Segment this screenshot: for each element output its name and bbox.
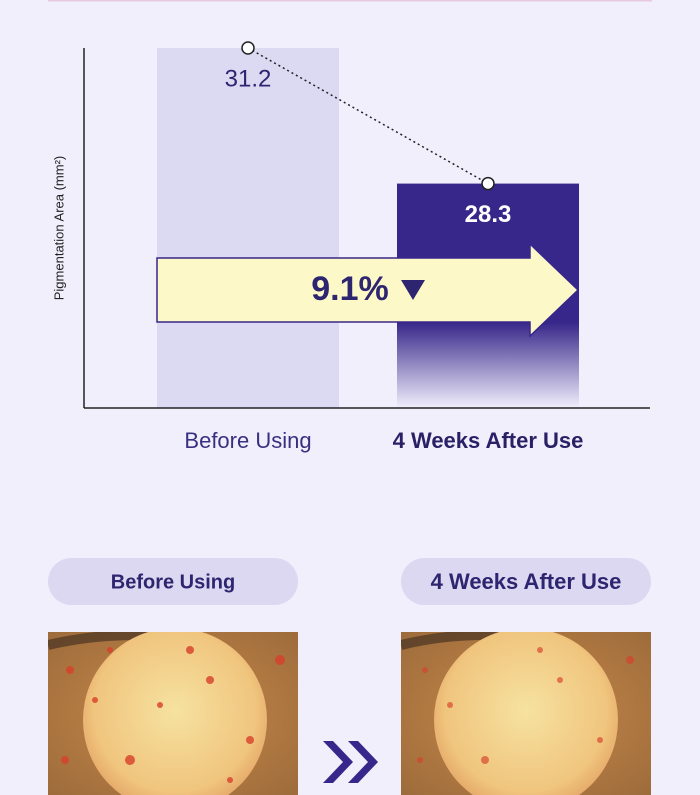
skin-photo-before	[48, 632, 298, 795]
pill	[401, 558, 651, 605]
pill-label: Before Using	[111, 571, 235, 593]
trend-line	[247, 47, 489, 185]
change-arrow	[156, 242, 580, 338]
annotation: 9.1%	[311, 270, 389, 308]
plot: 31.2 Before Using 28.3 4 Weeks After Use 9.1…	[83, 41, 650, 453]
x-tick-label: 4 Weeks After Use	[393, 428, 584, 453]
point	[241, 41, 255, 55]
skin-photo-after	[401, 632, 651, 795]
pill	[48, 558, 298, 605]
chevron-arrow	[323, 741, 378, 783]
value-label: 28.3	[465, 201, 512, 228]
point	[481, 176, 495, 191]
pill-label: 4 Weeks After Use	[431, 569, 622, 594]
x-tick-label: Before Using	[184, 428, 311, 453]
value-label: 31.2	[225, 65, 272, 92]
y-axis-label: Pigmentation Area (mm²)	[51, 156, 66, 301]
bar	[157, 48, 339, 408]
down-triangle	[401, 280, 425, 300]
